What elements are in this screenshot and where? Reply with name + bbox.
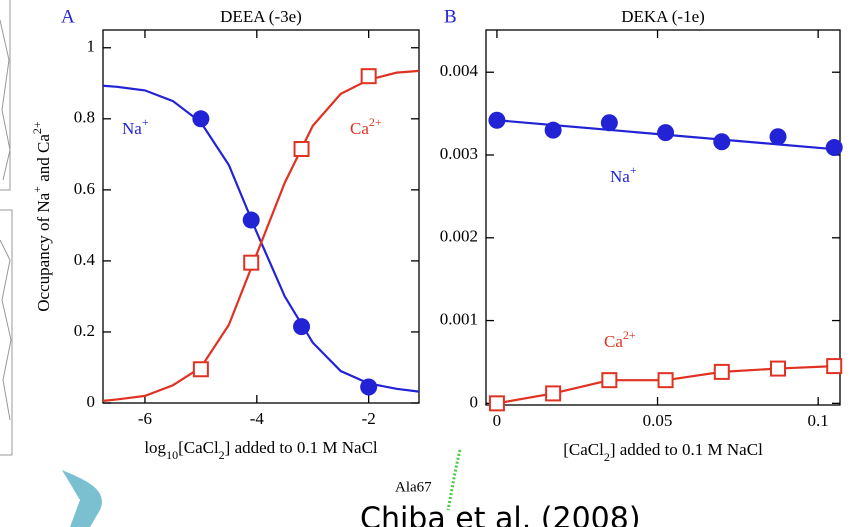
y-tick-label: 0.2	[74, 321, 95, 340]
point	[713, 363, 730, 380]
point	[545, 385, 562, 402]
label-text: [CaCl	[178, 438, 219, 457]
citation: Chiba et al. (2008)	[360, 502, 641, 527]
y-tick-label: 1	[87, 37, 96, 56]
x-tick-label: -4	[250, 409, 265, 428]
y-tick-label: 0.002	[440, 227, 478, 246]
label-text: log	[144, 438, 166, 457]
x-axis-label: [CaCl2] added to 0.1 M NaCl	[563, 440, 763, 464]
panel-letter: A	[61, 6, 75, 27]
label-script: 2	[219, 448, 225, 462]
chart-title: DEKA (-1e)	[621, 7, 705, 26]
label-text: Occupancy of Na	[34, 192, 53, 311]
label-text: Ca	[604, 332, 623, 351]
x-tick-label: -6	[138, 409, 152, 428]
point	[713, 133, 731, 151]
point	[770, 360, 787, 377]
label-script: 2	[604, 450, 610, 464]
label-text: [CaCl	[563, 440, 604, 459]
label-text: Na	[122, 119, 142, 138]
panel-letter: B	[444, 6, 457, 27]
point	[192, 361, 209, 378]
y-tick-label: 0	[87, 392, 96, 411]
point	[293, 141, 310, 158]
label-text: Ca	[350, 119, 369, 138]
point	[544, 121, 562, 139]
y-tick-label: 0	[470, 392, 479, 411]
point	[600, 114, 618, 132]
structure-sketch	[0, 0, 13, 456]
label-text: Na	[610, 167, 630, 186]
structure-helix	[62, 470, 102, 527]
series-label: Ca2+	[350, 115, 382, 138]
label-script: 2+	[623, 328, 636, 342]
point	[242, 211, 260, 229]
y-tick-label: 0.6	[74, 179, 95, 198]
x-tick-label: 0	[493, 411, 502, 430]
x-tick-label: 0.05	[643, 411, 673, 430]
point	[769, 128, 787, 146]
point	[293, 318, 311, 336]
y-tick-label: 0.8	[74, 108, 95, 127]
y-tick-label: 0.4	[74, 250, 96, 269]
point	[488, 395, 505, 412]
point	[243, 254, 260, 271]
series-label: Na+	[610, 163, 637, 186]
residue-label: Ala67	[395, 479, 432, 495]
label-script: +	[30, 186, 44, 193]
plot-frame	[102, 29, 420, 404]
y-tick-label: 0.003	[440, 144, 478, 163]
point	[360, 68, 377, 85]
label-text: ] added to 0.1 M NaCl	[610, 440, 763, 459]
x-tick-label: -2	[362, 409, 376, 428]
point	[657, 372, 674, 389]
label-script: 2+	[369, 115, 382, 129]
x-axis-label: log10[CaCl2] added to 0.1 M NaCl	[144, 438, 378, 462]
plot-frame	[485, 29, 841, 406]
label-text: and Ca	[34, 134, 53, 186]
y-tick-label: 0.004	[440, 61, 479, 80]
x-tick-label: 0.1	[808, 411, 829, 430]
y-tick-label: 0.001	[440, 309, 478, 328]
label-script: +	[142, 115, 149, 129]
point	[192, 110, 210, 128]
label-script: 10	[166, 448, 178, 462]
chart-title: DEEA (-3e)	[220, 7, 302, 26]
structure-bond	[446, 449, 462, 511]
point	[825, 139, 843, 157]
point	[826, 358, 843, 375]
label-script: 2+	[30, 121, 44, 134]
point	[488, 111, 506, 129]
y-axis-label: Occupancy of Na+ and Ca2+	[30, 121, 53, 312]
label-text: ] added to 0.1 M NaCl	[225, 438, 378, 457]
point	[657, 124, 675, 142]
series-label: Na+	[122, 115, 149, 138]
series-label: Ca2+	[604, 328, 636, 351]
point	[601, 372, 618, 389]
point	[360, 378, 378, 396]
label-script: +	[630, 163, 637, 177]
